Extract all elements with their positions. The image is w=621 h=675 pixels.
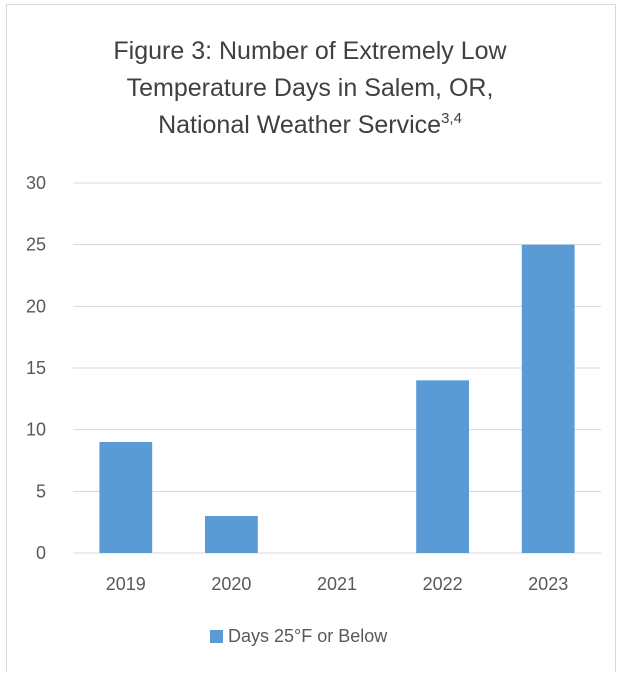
bar-2019	[99, 442, 153, 553]
bar-2022	[416, 380, 469, 553]
y-tick-label: 15	[26, 358, 46, 378]
y-tick-label: 10	[26, 420, 46, 440]
chart-title-line2: Temperature Days in Salem, OR,	[126, 74, 494, 102]
x-tick-label: 2023	[528, 574, 568, 594]
chart-title-superscript: 3,4	[441, 110, 462, 127]
chart-frame	[6, 4, 616, 672]
y-tick-label: 30	[26, 173, 46, 193]
legend: Days 25°F or Below	[210, 626, 387, 647]
bar-2020	[205, 516, 258, 553]
y-tick-label: 20	[26, 296, 46, 316]
legend-swatch	[210, 630, 223, 643]
legend-label: Days 25°F or Below	[228, 626, 388, 646]
chart-title-line3: National Weather Service3,4	[60, 107, 560, 147]
chart-title-line1: Figure 3: Number of Extremely Low	[113, 37, 507, 65]
chart-title-line3-text: National Weather Service	[158, 111, 442, 139]
y-tick-label: 5	[36, 481, 46, 501]
x-tick-label: 2021	[317, 574, 357, 594]
x-tick-label: 2022	[423, 574, 463, 594]
bar-2023	[521, 244, 575, 553]
x-tick-label: 2020	[211, 574, 251, 594]
x-tick-label: 2019	[106, 574, 146, 594]
y-tick-label: 25	[26, 235, 46, 255]
chart-title: Figure 3: Number of Extremely Low Temper…	[60, 33, 560, 147]
y-tick-label: 0	[36, 543, 46, 563]
